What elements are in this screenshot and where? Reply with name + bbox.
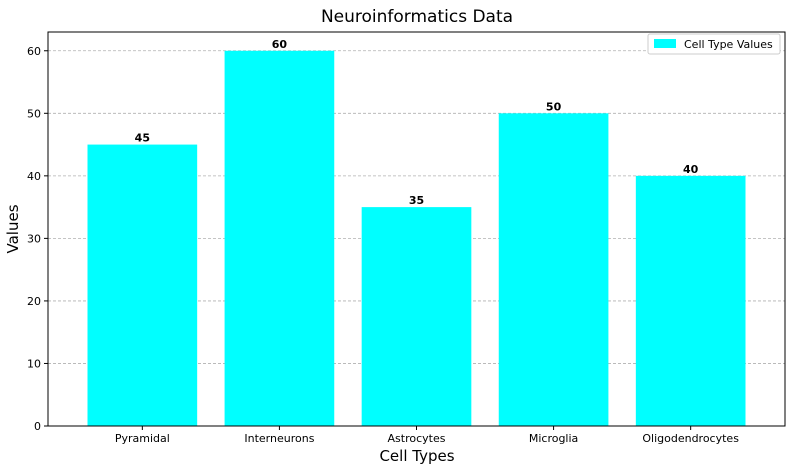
x-tick-label-interneurons: Interneurons bbox=[244, 432, 314, 445]
legend-box bbox=[647, 33, 781, 55]
y-tick-label: 20 bbox=[27, 295, 41, 308]
y-tick-label: 30 bbox=[27, 232, 41, 245]
chart-title: Neuroinformatics Data bbox=[321, 7, 513, 27]
x-axis-ticks: Pyramidal Interneurons Astrocytes Microglia… bbox=[115, 426, 739, 445]
bar-pyramidal bbox=[87, 144, 198, 427]
legend: Cell Type Values bbox=[647, 33, 781, 55]
data-label-astrocytes: 35 bbox=[409, 194, 424, 207]
bar-microglia bbox=[498, 113, 609, 427]
x-tick-label-microglia: Microglia bbox=[529, 432, 578, 445]
y-tick-label: 0 bbox=[34, 420, 41, 433]
legend-swatch bbox=[654, 39, 676, 48]
x-tick-label-astrocytes: Astrocytes bbox=[388, 432, 446, 445]
y-axis-label: Values bbox=[4, 204, 22, 253]
y-axis-ticks: 0 10 20 30 40 50 60 bbox=[27, 45, 48, 433]
data-label-pyramidal: 45 bbox=[135, 132, 150, 145]
data-label-microglia: 50 bbox=[546, 100, 562, 113]
y-tick-label: 50 bbox=[27, 107, 41, 120]
data-label-oligodendrocytes: 40 bbox=[683, 163, 699, 176]
legend-entry-cell-type-values: Cell Type Values bbox=[684, 38, 773, 51]
x-tick-label-oligodendrocytes: Oligodendrocytes bbox=[642, 432, 739, 445]
y-tick-label: 40 bbox=[27, 170, 41, 183]
bar-oligodendrocytes bbox=[635, 175, 746, 426]
bars bbox=[87, 50, 746, 427]
bar-astrocytes bbox=[361, 207, 472, 426]
data-labels: 45 60 35 50 40 bbox=[135, 38, 699, 207]
y-tick-label: 60 bbox=[27, 45, 41, 58]
x-tick-label-pyramidal: Pyramidal bbox=[115, 432, 170, 445]
x-axis-label: Cell Types bbox=[379, 447, 454, 465]
y-tick-label: 10 bbox=[27, 357, 41, 370]
data-label-interneurons: 60 bbox=[272, 38, 288, 51]
bar-interneurons bbox=[224, 50, 335, 427]
